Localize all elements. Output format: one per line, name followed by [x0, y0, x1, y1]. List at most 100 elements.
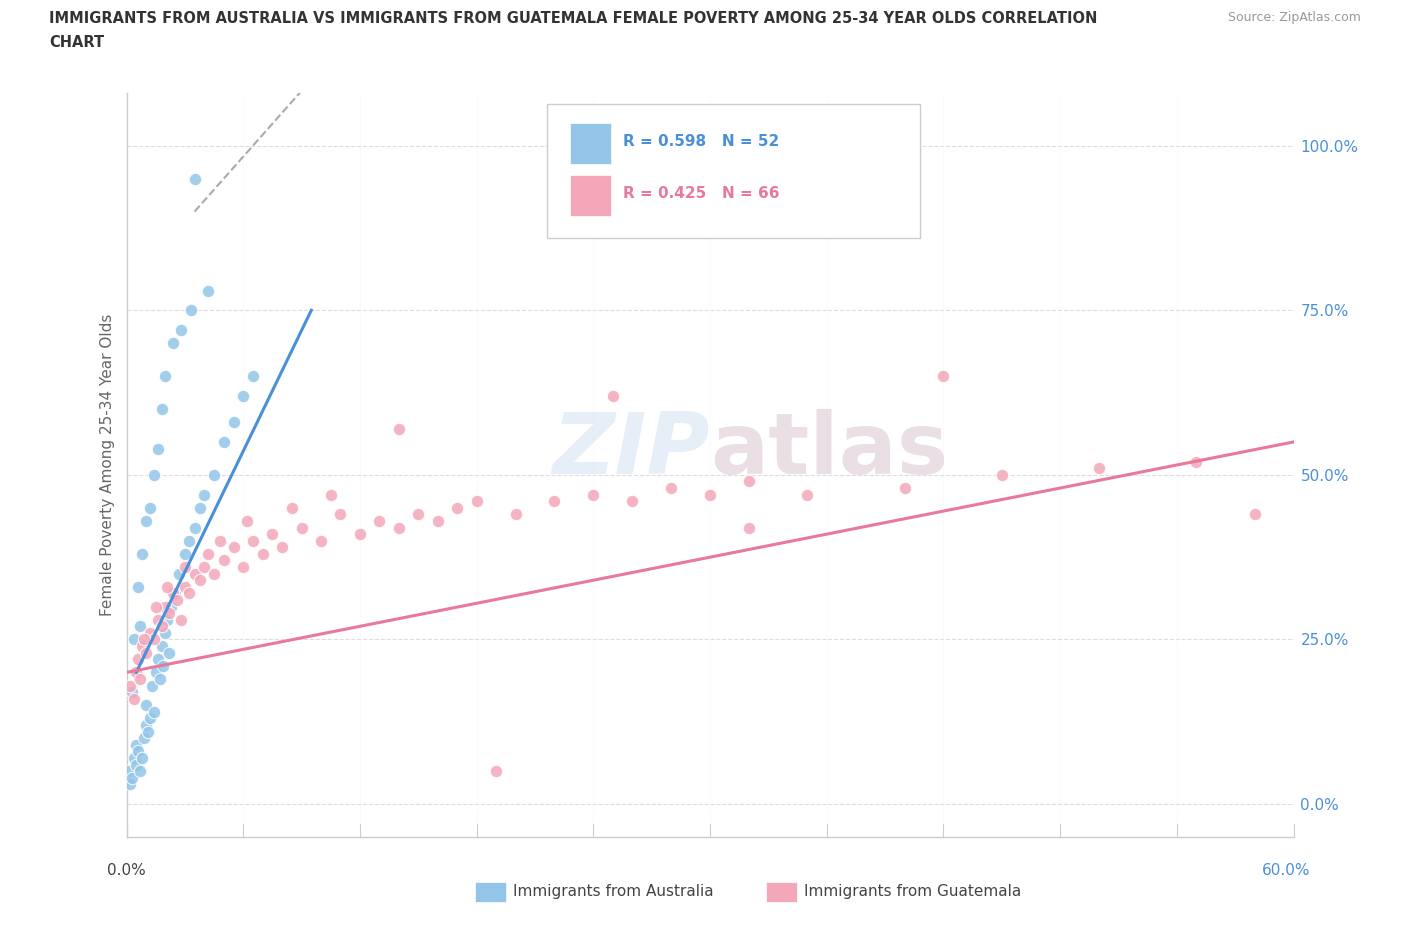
Point: [165, 586, 187, 601]
Point: [232, 560, 254, 575]
Text: R = 0.598   N = 52: R = 0.598 N = 52: [623, 134, 779, 149]
Point: [505, 507, 527, 522]
Point: [222, 415, 245, 430]
Point: [162, 586, 184, 601]
Point: [120, 777, 142, 791]
Point: [156, 579, 179, 594]
Point: [465, 494, 488, 509]
Point: [146, 652, 169, 667]
Point: [135, 645, 157, 660]
Point: [125, 665, 148, 680]
Point: [738, 474, 761, 489]
Point: [197, 283, 219, 298]
Text: IMMIGRANTS FROM AUSTRALIA VS IMMIGRANTS FROM GUATEMALA FEMALE POVERTY AMONG 25-3: IMMIGRANTS FROM AUSTRALIA VS IMMIGRANTS …: [49, 11, 1098, 26]
Point: [388, 421, 411, 436]
Point: [146, 441, 169, 456]
Point: [142, 632, 165, 647]
Point: [1088, 461, 1111, 476]
Text: 0.0%: 0.0%: [107, 863, 146, 878]
Point: [142, 468, 165, 483]
Point: [145, 665, 167, 680]
Point: [132, 632, 155, 647]
Point: [152, 658, 174, 673]
Point: [177, 586, 200, 601]
Point: [127, 579, 149, 594]
Point: [157, 645, 180, 660]
FancyBboxPatch shape: [569, 175, 610, 216]
Point: [659, 481, 682, 496]
Point: [141, 678, 163, 693]
Point: [212, 434, 235, 449]
Point: [202, 566, 225, 581]
Point: [408, 507, 430, 522]
Point: [208, 533, 231, 548]
Point: [329, 507, 352, 522]
Point: [699, 487, 721, 502]
Point: [150, 639, 173, 654]
Point: [281, 500, 304, 515]
Point: [252, 547, 274, 562]
Y-axis label: Female Poverty Among 25-34 Year Olds: Female Poverty Among 25-34 Year Olds: [100, 313, 115, 617]
Point: [893, 481, 915, 496]
Point: [150, 402, 173, 417]
Point: [236, 513, 259, 528]
Point: [139, 500, 162, 515]
Point: [170, 323, 193, 338]
Text: Immigrants from Australia: Immigrants from Australia: [513, 884, 714, 899]
Point: [155, 368, 177, 383]
Point: [131, 547, 153, 562]
Point: [131, 751, 153, 765]
Point: [319, 487, 342, 502]
Text: Source: ZipAtlas.com: Source: ZipAtlas.com: [1227, 11, 1361, 24]
Point: [485, 764, 508, 778]
Point: [157, 605, 180, 620]
Point: [388, 520, 411, 535]
Point: [174, 547, 197, 562]
Point: [132, 731, 155, 746]
Point: [174, 560, 197, 575]
Point: [135, 513, 157, 528]
Point: [180, 303, 202, 318]
Point: [174, 579, 197, 594]
Point: [124, 691, 146, 706]
Point: [242, 533, 264, 548]
Point: [145, 599, 167, 614]
Text: atlas: atlas: [710, 408, 948, 492]
Point: [349, 526, 371, 541]
Point: [990, 468, 1012, 483]
Point: [202, 468, 225, 483]
Point: [139, 626, 162, 641]
Point: [932, 368, 955, 383]
Point: [136, 724, 159, 739]
Point: [177, 533, 200, 548]
Text: 60.0%: 60.0%: [1263, 863, 1310, 878]
Point: [183, 520, 205, 535]
Point: [193, 560, 215, 575]
Point: [426, 513, 449, 528]
Point: [121, 684, 143, 699]
Point: [368, 513, 391, 528]
Point: [197, 547, 219, 562]
Text: Immigrants from Guatemala: Immigrants from Guatemala: [804, 884, 1022, 899]
Text: ZIP: ZIP: [553, 408, 710, 492]
Point: [162, 336, 184, 351]
Point: [543, 494, 565, 509]
Text: R = 0.425   N = 66: R = 0.425 N = 66: [623, 186, 779, 201]
Point: [183, 566, 205, 581]
Point: [146, 612, 169, 627]
Point: [602, 389, 624, 404]
Point: [156, 612, 179, 627]
Point: [120, 678, 142, 693]
Point: [125, 757, 148, 772]
Point: [125, 737, 148, 752]
Point: [183, 171, 205, 186]
FancyBboxPatch shape: [547, 104, 920, 238]
Point: [117, 764, 139, 778]
Point: [621, 494, 644, 509]
Text: CHART: CHART: [49, 35, 104, 50]
Point: [142, 704, 165, 719]
Point: [222, 539, 245, 554]
Point: [155, 599, 177, 614]
Point: [129, 618, 152, 633]
Point: [1185, 454, 1208, 469]
